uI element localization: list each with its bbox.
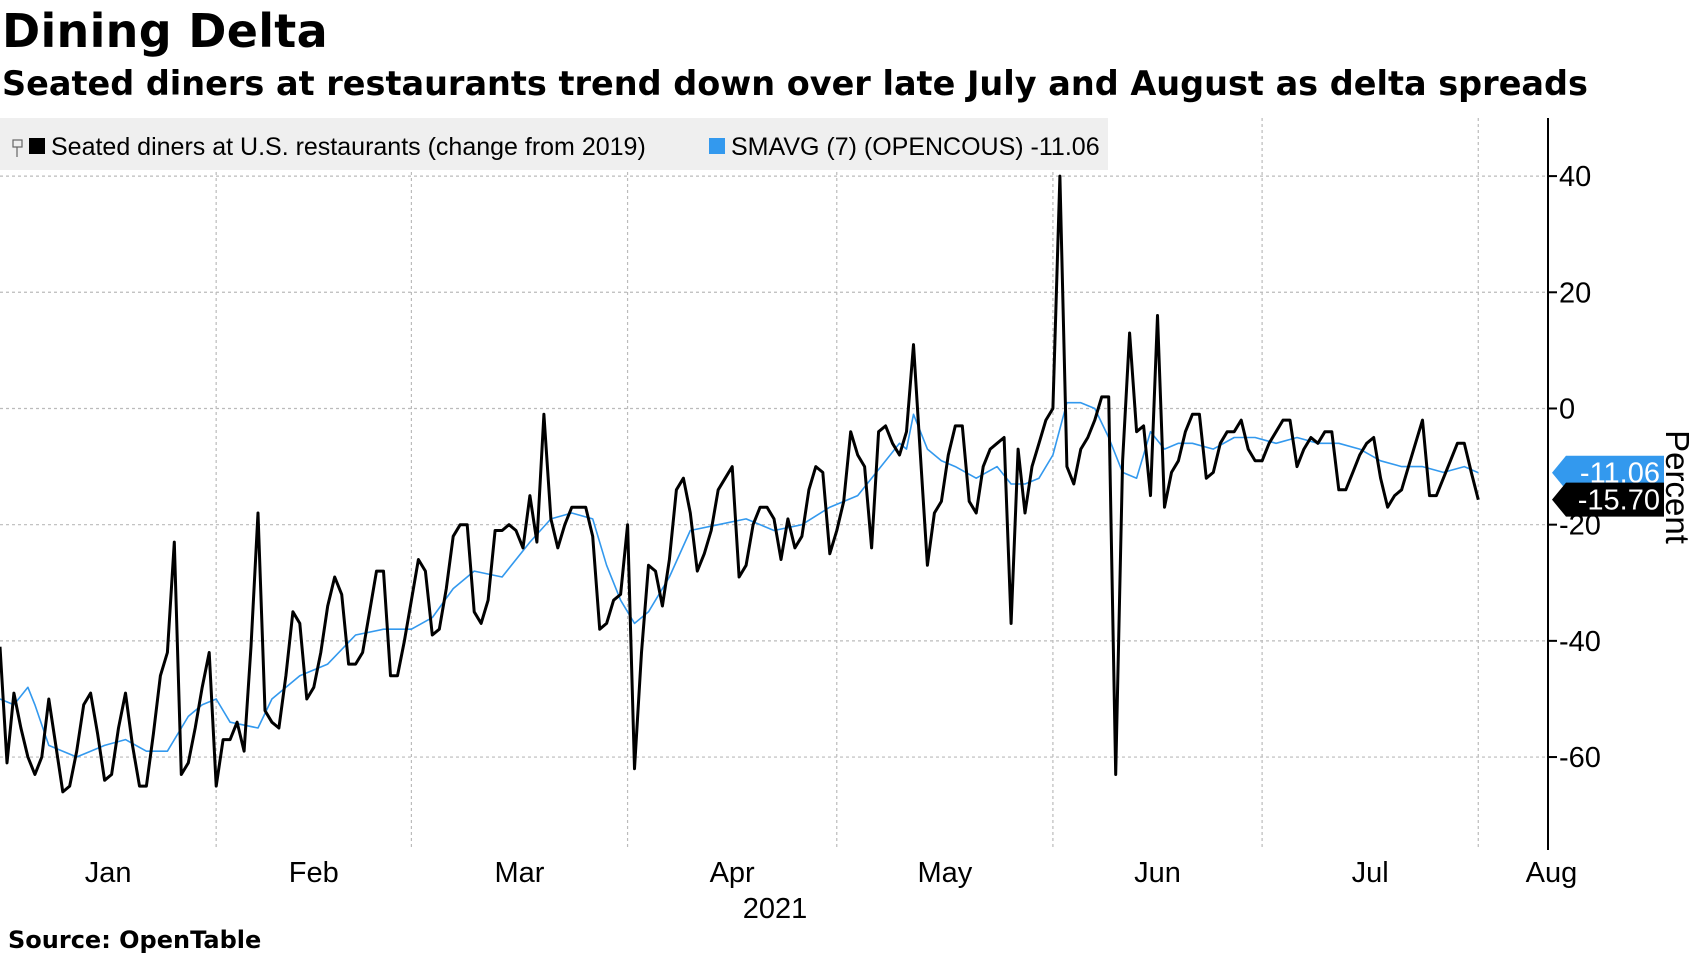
y-tick-label: 40 (1559, 161, 1591, 193)
y-tick-label: -40 (1559, 626, 1601, 658)
last-value-tags: -11.06-15.70 (1552, 455, 1664, 517)
legend-label-smavg: SMAVG (7) (OPENCOUS) -11.06 (731, 133, 1100, 161)
series (0, 174, 1480, 794)
y-axis-label: Percent (1659, 430, 1696, 544)
source-note: Source: OpenTable (8, 926, 262, 954)
series-line-smavg (0, 401, 1479, 758)
smavg-last-value-tag (1552, 455, 1664, 490)
y-tick-label: -60 (1559, 742, 1601, 774)
legend-background (0, 118, 1108, 170)
grid (0, 118, 1548, 850)
x-tick-label: Jan (85, 857, 132, 889)
legend: Seated diners at U.S. restaurants (chang… (12, 133, 1100, 161)
x-tick-label: Feb (289, 857, 339, 889)
legend-swatch-seated-diners (29, 138, 45, 154)
x-tick-label: Jun (1134, 857, 1181, 889)
x-axis: Jan Feb Mar Apr May Jun Jul Aug (85, 857, 1578, 889)
legend-swatch-smavg (709, 138, 725, 154)
y-tick-label: 20 (1559, 277, 1591, 309)
x-tick-label: Aug (1526, 857, 1578, 889)
x-tick-label: May (917, 857, 972, 889)
series-line-seated-diners (0, 174, 1480, 794)
seated-diners-last-value-tag (1552, 482, 1664, 517)
x-tick-label: Apr (710, 857, 755, 889)
x-tick-label: Jul (1352, 857, 1389, 889)
legend-label-seated-diners: Seated diners at U.S. restaurants (chang… (51, 133, 646, 161)
x-axis-year-label: 2021 (743, 893, 808, 925)
seated-diners-last-value-tag-label: -15.70 (1578, 485, 1660, 517)
chart-title: Dining Delta (2, 4, 328, 58)
x-tick-label: Mar (495, 857, 545, 889)
chart-subtitle: Seated diners at restaurants trend down … (2, 64, 1588, 103)
y-tick-label: 0 (1559, 393, 1575, 425)
